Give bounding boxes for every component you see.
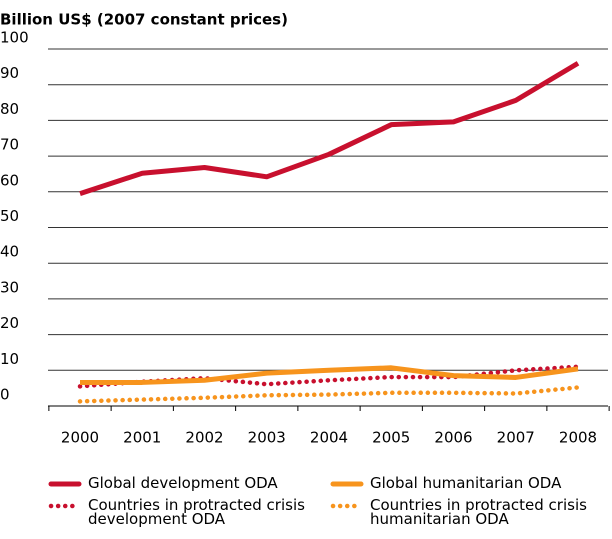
series-line [80, 365, 579, 385]
y-tick-label: 10 [0, 350, 19, 368]
x-tick-label: 2001 [123, 429, 161, 447]
y-tick-label: 20 [0, 314, 19, 332]
y-tick-label: 60 [0, 171, 19, 189]
x-tick-label: 2000 [61, 429, 99, 447]
chart-title: Billion US$ (2007 constant prices) [0, 11, 288, 29]
y-tick-label: 40 [0, 243, 19, 261]
y-tick-label: 50 [0, 207, 19, 225]
legend-swatch [48, 481, 82, 487]
chart: Billion US$ (2007 constant prices) 0 10 20… [0, 11, 610, 447]
y-tick-label: 0 [0, 386, 10, 404]
y-tick-label: 70 [0, 136, 19, 154]
legend-label: Global development ODA [88, 474, 278, 492]
x-tick-label: 2006 [434, 429, 472, 447]
legend-label: Countries in protracted crisis humanitar… [370, 496, 587, 528]
x-tick-label: 2005 [372, 429, 410, 447]
legend-label: Countries in protracted crisis developme… [88, 496, 305, 528]
legend-item: Global humanitarian ODA [330, 474, 612, 492]
x-tick-label: 2004 [310, 429, 348, 447]
x-tick-label: 2007 [497, 429, 535, 447]
x-tick-label: 2003 [248, 429, 286, 447]
x-tick-label: 2008 [559, 429, 597, 447]
y-tick-label: 80 [0, 100, 19, 118]
legend: Global development ODA Global humanitaria… [48, 476, 612, 534]
legend-item: Global development ODA [48, 474, 330, 492]
legend-item: Countries in protracted crisis humanitar… [330, 496, 612, 528]
y-tick-label: 100 [0, 29, 29, 47]
series-line [77, 385, 581, 404]
legend-item: Countries in protracted crisis developme… [48, 496, 330, 528]
series-line [79, 61, 580, 196]
y-tick-label: 30 [0, 278, 19, 296]
legend-swatch [48, 503, 82, 509]
legend-swatch [330, 503, 364, 509]
legend-label: Global humanitarian ODA [370, 474, 562, 492]
legend-swatch [330, 481, 364, 487]
x-tick-label: 2002 [185, 429, 223, 447]
y-tick-label: 90 [0, 64, 19, 82]
